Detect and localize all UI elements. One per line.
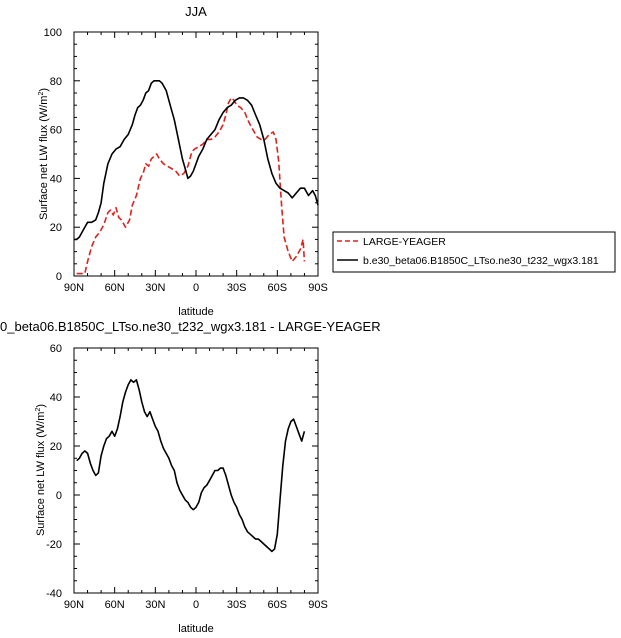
bottom-x-axis-label: latitude bbox=[178, 623, 213, 635]
top-series-line-1 bbox=[76, 97, 306, 275]
top-x-tick-label: 60S bbox=[268, 282, 288, 294]
top-y-tick-label: 100 bbox=[44, 27, 62, 39]
bottom-x-tick-label: 30N bbox=[145, 599, 165, 611]
top-plot-area bbox=[74, 80, 319, 275]
bottom-plot-frame bbox=[73, 347, 319, 594]
bottom-axes: 90N 60N 30N 0 30S 60S 90S -40 -20 0 20 40 60 bbox=[46, 343, 328, 611]
top-axes: 90N 60N 30N 0 30S 60S 90S 0 20 40 60 80 100 bbox=[44, 27, 328, 294]
top-y-axis-label-close: ) bbox=[38, 88, 50, 92]
bottom-y-tick-label: 20 bbox=[50, 441, 62, 453]
bottom-panel: 0_beta06.B1850C_LTso.ne30_t232_wgx3.181 … bbox=[0, 319, 381, 635]
top-y-tick-label: 40 bbox=[50, 173, 62, 185]
top-plot-frame bbox=[73, 31, 319, 277]
bottom-x-tick-label: 0 bbox=[193, 599, 199, 611]
top-x-tick-label: 60N bbox=[105, 282, 125, 294]
bottom-chart-title: 0_beta06.B1850C_LTso.ne30_t232_wgx3.181 … bbox=[0, 319, 381, 334]
bottom-x-tick-label: 60S bbox=[268, 599, 288, 611]
bottom-x-tick-label: 30S bbox=[227, 599, 247, 611]
top-y-axis-label: Surface net LW flux (W/m2) bbox=[38, 88, 50, 220]
top-y-axis-label-main: Surface net LW flux (W/m bbox=[38, 96, 50, 221]
top-x-axis-label: latitude bbox=[178, 306, 213, 318]
bottom-y-axis-label-sup: 2 bbox=[35, 408, 42, 412]
top-x-tick-label: 30S bbox=[227, 282, 247, 294]
bottom-y-axis-label-main: Surface net LW flux (W/m bbox=[35, 412, 47, 537]
bottom-y-axis-label: Surface net LW flux (W/m2) bbox=[35, 404, 47, 536]
bottom-y-tick-label: 0 bbox=[56, 490, 62, 502]
top-x-tick-label: 30N bbox=[145, 282, 165, 294]
legend-box bbox=[332, 231, 616, 273]
bottom-x-tick-label: 90N bbox=[64, 599, 84, 611]
bottom-x-tick-label: 60N bbox=[105, 599, 125, 611]
top-y-tick-label: 20 bbox=[50, 222, 62, 234]
top-x-tick-label: 0 bbox=[193, 282, 199, 294]
bottom-plot-area bbox=[76, 379, 306, 553]
top-y-axis-label-sup: 2 bbox=[38, 92, 45, 96]
top-y-tick-label: 60 bbox=[50, 125, 62, 137]
bottom-y-axis-label-close: ) bbox=[35, 404, 47, 408]
top-chart-title: JJA bbox=[185, 4, 207, 19]
top-y-tick-label: 0 bbox=[56, 271, 62, 283]
legend: LARGE-YEAGER b.e30_beta06.B1850C_LTso.ne… bbox=[332, 231, 616, 273]
bottom-y-tick-label: -20 bbox=[46, 539, 62, 551]
bottom-y-tick-label: 40 bbox=[50, 392, 62, 404]
top-series-line-2 bbox=[74, 80, 319, 241]
top-y-tick-label: 80 bbox=[50, 76, 62, 88]
legend-label-model: b.e30_beta06.B1850C_LTso.ne30_t232_wgx3.… bbox=[363, 255, 599, 267]
bottom-series-line-1 bbox=[76, 379, 306, 553]
top-panel: JJA Surface net LW flux (W/m2) latitude … bbox=[38, 4, 328, 318]
top-x-tick-label: 90S bbox=[308, 282, 328, 294]
top-x-tick-label: 90N bbox=[64, 282, 84, 294]
bottom-y-tick-label: 60 bbox=[50, 343, 62, 355]
bottom-x-tick-label: 90S bbox=[308, 599, 328, 611]
legend-label-large-yeager: LARGE-YEAGER bbox=[363, 236, 446, 248]
bottom-y-tick-label: -40 bbox=[46, 588, 62, 600]
